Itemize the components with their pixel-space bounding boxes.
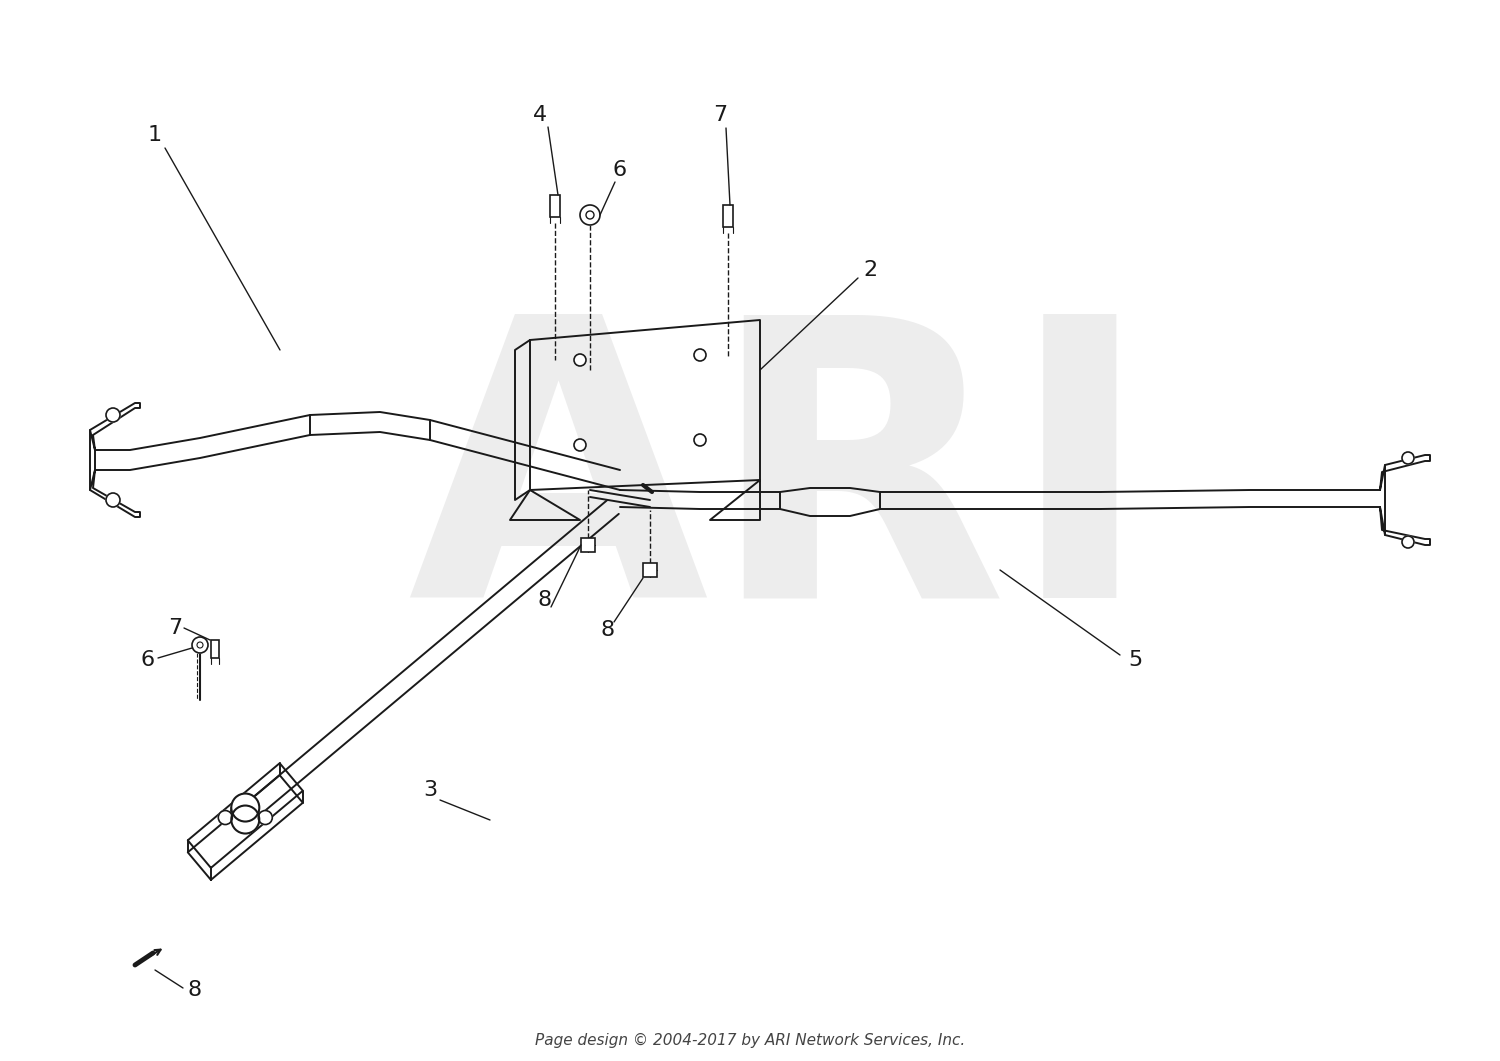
Circle shape — [574, 354, 586, 366]
Circle shape — [196, 642, 202, 648]
Text: 2: 2 — [862, 260, 877, 280]
Text: 5: 5 — [1128, 650, 1142, 669]
Text: 8: 8 — [538, 590, 552, 610]
Text: 3: 3 — [423, 780, 436, 800]
Circle shape — [231, 805, 260, 834]
Bar — [580, 538, 596, 552]
Text: 8: 8 — [188, 980, 202, 1001]
Text: Page design © 2004-2017 by ARI Network Services, Inc.: Page design © 2004-2017 by ARI Network S… — [536, 1032, 964, 1047]
Bar — [211, 640, 219, 658]
Circle shape — [258, 811, 273, 824]
Text: 8: 8 — [602, 620, 615, 640]
Circle shape — [580, 205, 600, 225]
Circle shape — [231, 794, 260, 821]
Text: 7: 7 — [168, 618, 182, 638]
Circle shape — [1402, 536, 1414, 547]
Bar — [644, 563, 657, 577]
Circle shape — [106, 408, 120, 422]
Text: 7: 7 — [712, 105, 728, 125]
Bar — [550, 195, 560, 218]
Circle shape — [219, 811, 232, 824]
Circle shape — [694, 434, 706, 446]
Bar — [723, 205, 734, 227]
Text: 1: 1 — [148, 125, 162, 145]
Circle shape — [1402, 452, 1414, 464]
Text: ARI: ARI — [408, 301, 1152, 678]
Circle shape — [586, 211, 594, 219]
Text: 4: 4 — [532, 105, 548, 125]
Text: 6: 6 — [141, 650, 154, 669]
Text: 6: 6 — [614, 160, 627, 180]
Circle shape — [192, 637, 208, 653]
Circle shape — [574, 439, 586, 451]
Circle shape — [694, 349, 706, 361]
Circle shape — [106, 493, 120, 507]
